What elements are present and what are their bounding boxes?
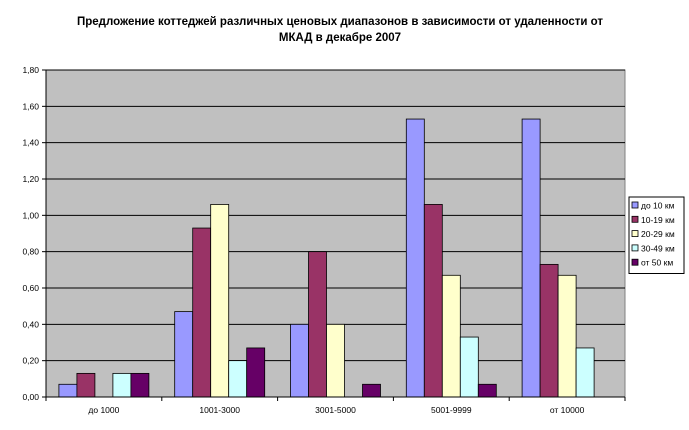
y-tick-label: 0,80 — [22, 247, 39, 257]
bar — [575, 347, 595, 398]
legend-label: 20-29 км — [641, 229, 675, 239]
bar — [326, 323, 345, 398]
bar — [174, 311, 194, 398]
legend-label: 30-49 км — [641, 243, 675, 253]
y-tick-label: 0,40 — [22, 319, 39, 329]
x-axis: до 1000 1001-3000 3001-5000 5001-9999 от 100… — [45, 396, 626, 415]
bar — [308, 251, 327, 398]
x-tick-label: 1001-3000 — [199, 405, 240, 415]
bar — [192, 227, 212, 398]
legend-label: от 50 км — [641, 258, 673, 268]
y-tick-label: 1,80 — [22, 65, 39, 75]
bar — [246, 347, 266, 398]
bar — [557, 274, 577, 398]
y-tick-label: 1,40 — [22, 138, 39, 148]
legend-swatch — [631, 215, 639, 223]
bar — [539, 263, 559, 398]
y-tick-label: 1,00 — [22, 210, 39, 220]
bar — [210, 204, 230, 398]
bar — [423, 204, 443, 398]
legend-swatch — [631, 244, 639, 252]
bar — [459, 336, 479, 398]
y-tick-label: 0,20 — [22, 356, 39, 366]
x-tick-label: от 10000 — [550, 405, 585, 415]
x-tick-label: 5001-9999 — [431, 405, 472, 415]
bar — [521, 118, 541, 398]
bar — [477, 383, 497, 398]
legend-swatch — [631, 201, 639, 209]
legend: до 10 км 10-19 км 20-29 км 30-49 км от 50 км — [628, 196, 685, 274]
chart-title: Предложение коттеджей различных ценовых … — [76, 16, 604, 44]
bar — [290, 323, 309, 398]
y-tick-label: 1,20 — [22, 174, 39, 184]
bar — [362, 383, 381, 398]
y-tick-label: 1,60 — [22, 101, 39, 111]
bar — [130, 372, 150, 398]
legend-swatch — [631, 230, 639, 238]
bar — [112, 372, 132, 398]
y-axis: 0,00 0,20 0,40 0,60 0,80 1,00 1,20 1,40 1,60 1,80 — [22, 65, 47, 402]
legend-label: 10-19 км — [641, 215, 675, 225]
bar — [58, 383, 78, 398]
y-tick-label: 0,60 — [22, 283, 39, 293]
bar — [76, 372, 96, 398]
bar — [405, 118, 425, 398]
x-tick-label: 3001-5000 — [315, 405, 356, 415]
y-tick-label: 0,00 — [22, 392, 39, 402]
x-tick-label: до 1000 — [88, 405, 119, 415]
bar — [441, 274, 461, 398]
legend-swatch — [631, 258, 639, 266]
legend-label: до 10 км — [641, 201, 675, 211]
bars — [58, 118, 595, 398]
bar — [228, 360, 248, 398]
